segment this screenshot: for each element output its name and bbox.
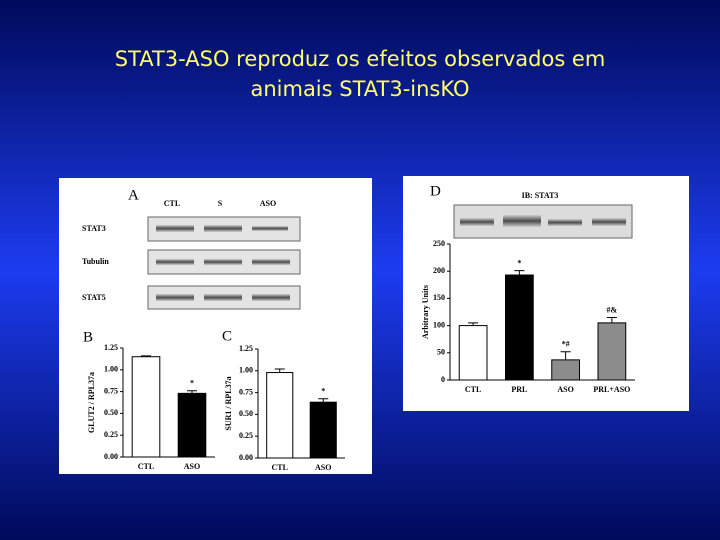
panel-label: A <box>128 187 139 203</box>
y-tick-label: 1.00 <box>239 366 253 375</box>
y-tick-label: 100 <box>433 320 445 329</box>
blot-row: Tubulin <box>82 257 109 266</box>
slide-title: STAT3-ASO reproduz os efeitos observados… <box>115 47 606 71</box>
slide-title: animais STAT3-insKO <box>250 77 469 101</box>
bar <box>131 356 161 458</box>
y-tick-label: 0.25 <box>239 431 253 440</box>
annotation: * <box>321 387 325 396</box>
panel-label: B <box>83 329 93 345</box>
blot-column: ASO <box>260 199 276 208</box>
y-tick-label: 150 <box>433 293 445 302</box>
panel-label: D <box>430 183 441 199</box>
blot-caption: IB: STAT3 <box>522 191 559 200</box>
y-axis-label: Arbitrary Units <box>421 285 430 339</box>
y-tick-label: 0.50 <box>104 408 118 417</box>
annotation: * <box>190 379 194 388</box>
x-tick-label: ASO <box>315 463 331 472</box>
error-bar <box>187 390 197 394</box>
error-bar <box>468 322 479 326</box>
y-tick-label: 50 <box>437 348 445 357</box>
y-tick-label: 1.25 <box>104 343 118 352</box>
error-bar <box>274 368 285 373</box>
error-bar <box>560 351 571 360</box>
y-tick-label: 250 <box>433 239 445 248</box>
y-tick-label: 0.75 <box>239 387 253 396</box>
panel-label: C <box>222 328 232 344</box>
error-bar <box>141 355 151 357</box>
bar <box>551 359 580 381</box>
bar <box>177 392 207 458</box>
blot-a <box>147 216 301 310</box>
y-tick-label: 0.50 <box>239 409 253 418</box>
y-tick-label: 1.25 <box>239 344 253 353</box>
bar <box>309 401 337 459</box>
blot-row: STAT3 <box>82 224 106 233</box>
y-tick-label: 0.25 <box>104 430 118 439</box>
blot-row: STAT5 <box>82 293 106 302</box>
x-tick-label: PRL+ASO <box>593 385 630 394</box>
y-tick-label: 0.00 <box>104 452 118 461</box>
error-bar <box>514 270 525 276</box>
y-tick-label: 200 <box>433 266 445 275</box>
annotation: * <box>517 258 521 267</box>
y-tick-label: 0.75 <box>104 386 118 395</box>
error-bar <box>606 316 617 323</box>
blot-d <box>453 204 633 239</box>
blot-column: CTL <box>164 199 180 208</box>
y-tick-label: 0 <box>441 375 445 384</box>
bar <box>505 274 534 381</box>
bar <box>266 372 294 459</box>
annotation: #& <box>607 305 618 314</box>
bar <box>597 322 627 381</box>
x-tick-label: CTL <box>272 463 288 472</box>
error-bar <box>318 398 329 403</box>
x-tick-label: ASO <box>184 462 200 471</box>
x-tick-label: CTL <box>465 385 481 394</box>
y-axis-label: SUR1 / RPL37a <box>224 376 233 430</box>
x-tick-label: ASO <box>557 385 573 394</box>
bar <box>458 325 488 381</box>
y-tick-label: 1.00 <box>104 365 118 374</box>
y-tick-label: 0.00 <box>239 453 253 462</box>
annotation: *# <box>562 340 570 349</box>
blot-column: S <box>218 199 223 208</box>
x-tick-label: CTL <box>138 462 154 471</box>
y-axis-label: GLUT2 / RPL37a <box>87 372 96 433</box>
x-tick-label: PRL <box>511 385 527 394</box>
